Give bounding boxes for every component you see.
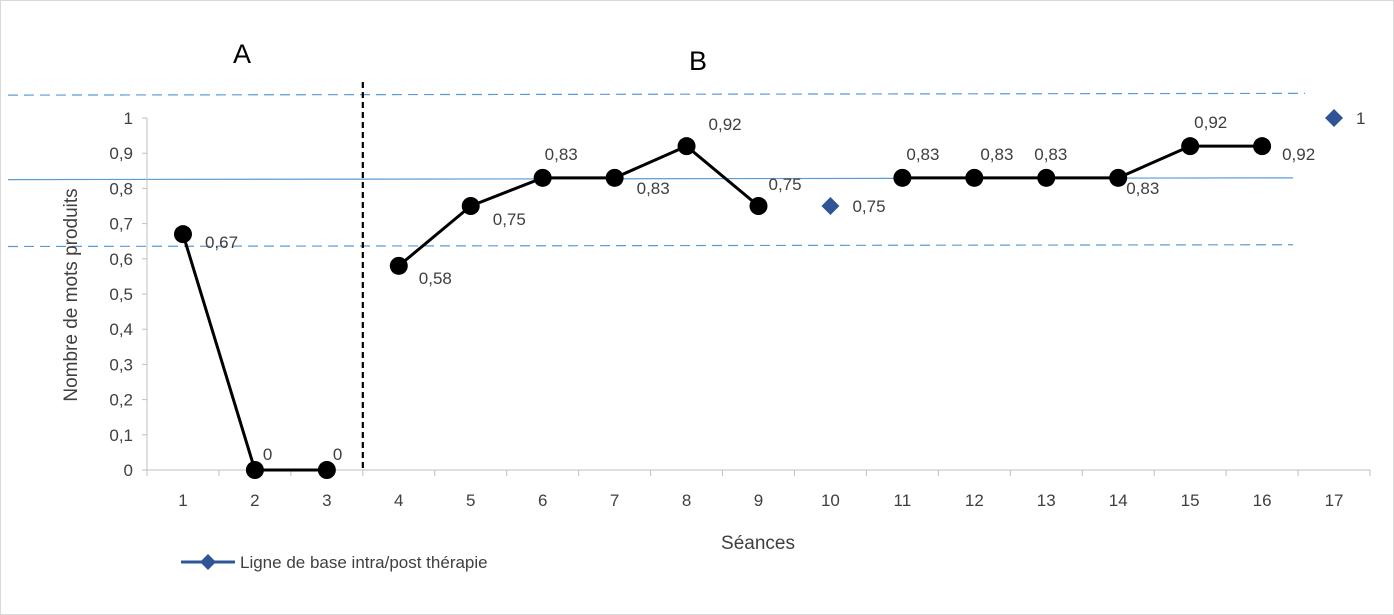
phase-label-a: A — [233, 39, 251, 69]
data-label-8: 0,92 — [709, 115, 742, 134]
series-line-segment — [470, 176, 544, 208]
x-tick-label: 6 — [538, 491, 547, 510]
data-point-14 — [1109, 168, 1128, 187]
data-point-3 — [317, 461, 336, 479]
data-point-2 — [245, 461, 264, 479]
data-label-3: 0 — [333, 445, 342, 464]
x-tick-label: 3 — [322, 491, 331, 510]
data-label-2: 0 — [263, 445, 272, 464]
data-point-8 — [677, 137, 696, 156]
legend-diamond-icon — [200, 554, 216, 570]
series-line-segment — [685, 145, 760, 208]
data-label-13: 0,83 — [1034, 145, 1067, 164]
y-tick-label: 0,4 — [109, 320, 133, 339]
axes: 00,10,20,30,40,50,60,70,80,911 2 3 4 5 6 7 8 9 10… — [109, 82, 1371, 510]
x-tick-label: 17 — [1325, 491, 1344, 510]
x-tick-label: 9 — [754, 491, 763, 510]
diamond-label-17: 1 — [1356, 109, 1365, 128]
data-label-15: 0,92 — [1194, 113, 1227, 132]
data-label-11: 0,83 — [906, 145, 939, 164]
y-tick-label: 0,2 — [109, 391, 133, 410]
reference-line-lower — [7, 244, 1294, 248]
diamond-point-17 — [1325, 109, 1344, 127]
x-tick-label: 2 — [250, 491, 259, 510]
data-point-4 — [389, 256, 408, 275]
x-tick-label: 8 — [682, 491, 691, 510]
data-point-9 — [749, 197, 768, 215]
data-point-15 — [1181, 137, 1200, 156]
data-point-16 — [1253, 137, 1272, 156]
x-tick-label: 7 — [610, 491, 619, 510]
series-line-segment — [397, 204, 472, 267]
y-tick-label: 0 — [124, 461, 133, 480]
data-label-14: 0,83 — [1126, 179, 1159, 198]
series-line-segment — [614, 144, 688, 180]
y-tick-label: 0,8 — [109, 179, 133, 198]
data-label-7: 0,83 — [637, 179, 670, 198]
data-label-12: 0,83 — [980, 145, 1013, 164]
x-tick-label: 12 — [965, 491, 984, 510]
data-labels: 0,67 0 0 0,58 0,75 0,83 0,83 0,92 0,75 0,83 0,83 0,… — [205, 109, 1366, 464]
reference-lines — [7, 92, 1306, 248]
data-point-7 — [605, 168, 624, 187]
y-tick-label: 0,5 — [109, 285, 133, 304]
diamond-point-10 — [821, 197, 840, 215]
x-axis-title: Séances — [721, 533, 795, 554]
data-label-9: 0,75 — [769, 175, 802, 194]
data-point-11 — [893, 168, 912, 187]
series-layer — [173, 109, 1344, 479]
data-point-6 — [533, 168, 552, 187]
x-tick-label: 4 — [394, 491, 403, 510]
data-point-5 — [461, 197, 480, 215]
y-axis-title: Nombre de mots produits — [61, 188, 82, 401]
phase-label-b: B — [689, 46, 707, 76]
x-tick-label: 11 — [894, 491, 912, 510]
legend: Ligne de base intra/post thérapie — [181, 553, 488, 572]
y-tick-label: 0,1 — [109, 426, 133, 445]
x-tick-label: 1 — [178, 491, 187, 510]
data-label-1: 0,67 — [205, 233, 238, 252]
x-tick-label: 15 — [1181, 491, 1200, 510]
y-tick-label: 0,3 — [109, 355, 133, 374]
legend-label: Ligne de base intra/post thérapie — [240, 553, 488, 572]
data-label-6: 0,83 — [545, 145, 578, 164]
series-line-segment — [181, 233, 257, 471]
y-tick-label: 1 — [124, 109, 133, 128]
series-line-segment — [1117, 144, 1191, 180]
data-point-12 — [965, 168, 984, 187]
x-tick-label: 14 — [1109, 491, 1128, 510]
y-tick-label: 0,7 — [109, 215, 133, 234]
x-tick-label: 5 — [466, 491, 475, 510]
diamond-label-10: 0,75 — [852, 197, 885, 216]
x-tick-label: 10 — [821, 491, 840, 510]
data-label-5: 0,75 — [493, 210, 526, 229]
data-point-1 — [173, 225, 192, 244]
reference-line-upper — [7, 92, 1306, 96]
data-point-13 — [1037, 168, 1056, 187]
x-tick-label: 16 — [1253, 491, 1272, 510]
data-label-4: 0,58 — [419, 269, 452, 288]
y-tick-label: 0,9 — [109, 144, 133, 163]
y-tick-label: 0,6 — [109, 250, 133, 269]
x-tick-label: 13 — [1037, 491, 1056, 510]
data-label-16: 0,92 — [1282, 145, 1315, 164]
